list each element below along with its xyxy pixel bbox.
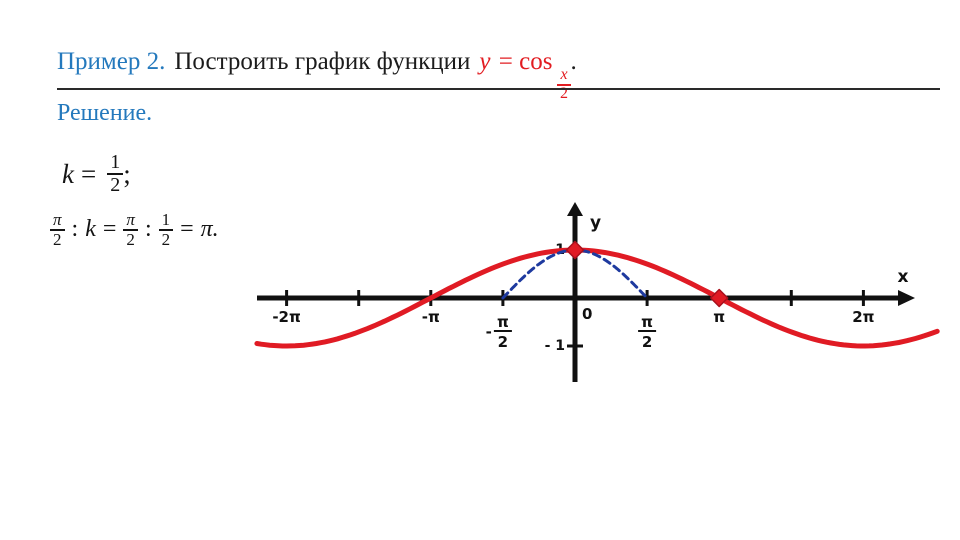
cos-half-x-curve bbox=[254, 247, 940, 349]
fraction-denominator: 2 bbox=[126, 229, 135, 249]
formula-period-calculation: π 2 : k = π 2 : 1 2 = π. bbox=[50, 211, 219, 249]
fraction-pi-over-2: π 2 bbox=[123, 211, 138, 249]
x-tick-fraction-numerator: π bbox=[641, 313, 653, 331]
equals-sign: = bbox=[180, 216, 194, 243]
formula-relation: = cos bbox=[498, 48, 553, 75]
fraction-one-half: 1 2 bbox=[107, 152, 124, 196]
fraction-numerator: π bbox=[50, 211, 65, 231]
title-underline bbox=[57, 88, 940, 90]
title-formula: y = cos x 2 bbox=[479, 48, 571, 102]
x-tick-fraction-numerator: π bbox=[497, 313, 509, 331]
semicolon: ; bbox=[123, 158, 131, 189]
key-point-marker bbox=[565, 240, 585, 260]
origin-label: 0 bbox=[582, 305, 592, 323]
page-title: Пример 2. Построить график функции y = cos… bbox=[57, 48, 577, 103]
fraction-numerator: 1 bbox=[107, 152, 124, 175]
result-pi: π. bbox=[200, 216, 219, 243]
x-axis-label: x bbox=[898, 267, 909, 287]
x-tick-label: π bbox=[713, 308, 725, 326]
solution-label: Решение. bbox=[57, 100, 153, 126]
equals-sign: = bbox=[102, 216, 117, 243]
x-tick-label: -π bbox=[422, 308, 440, 326]
k-symbol: k bbox=[85, 216, 96, 243]
fraction-denominator: 2 bbox=[559, 84, 568, 102]
title-period: . bbox=[570, 48, 577, 75]
x-axis-arrow-icon bbox=[898, 290, 915, 306]
x-tick-label: 2π bbox=[852, 308, 874, 326]
x-tick-label: -2π bbox=[272, 308, 301, 326]
x-tick-fraction-denominator: 2 bbox=[642, 333, 652, 351]
fraction-denominator: 2 bbox=[110, 174, 121, 196]
example-number-label: Пример 2. bbox=[57, 48, 166, 75]
formula-y-symbol: y bbox=[479, 48, 491, 75]
fraction-one-half: 1 2 bbox=[158, 211, 174, 249]
x-tick-fraction-denominator: 2 bbox=[498, 333, 508, 351]
fraction-denominator: 2 bbox=[161, 229, 171, 249]
fraction-numerator: 1 bbox=[158, 211, 174, 231]
x-tick-fraction-sign: - bbox=[486, 323, 492, 341]
task-text: Построить график функции bbox=[174, 48, 471, 75]
formula-k-definition: k = 1 2 ; bbox=[62, 152, 131, 196]
fraction-denominator: 2 bbox=[53, 229, 62, 249]
fraction-numerator: x bbox=[557, 66, 571, 86]
key-point-marker bbox=[709, 288, 729, 308]
ratio-colon: : bbox=[144, 216, 152, 243]
ratio-colon: : bbox=[71, 216, 79, 243]
equals-sign: = bbox=[80, 158, 97, 189]
y-axis-arrow-icon bbox=[567, 202, 583, 216]
fraction-numerator: π bbox=[123, 211, 138, 231]
y-axis-label: y bbox=[590, 213, 601, 233]
y-tick-label: - 1 bbox=[545, 338, 565, 354]
fraction-pi-over-2: π 2 bbox=[50, 211, 65, 249]
k-symbol: k bbox=[62, 158, 74, 189]
